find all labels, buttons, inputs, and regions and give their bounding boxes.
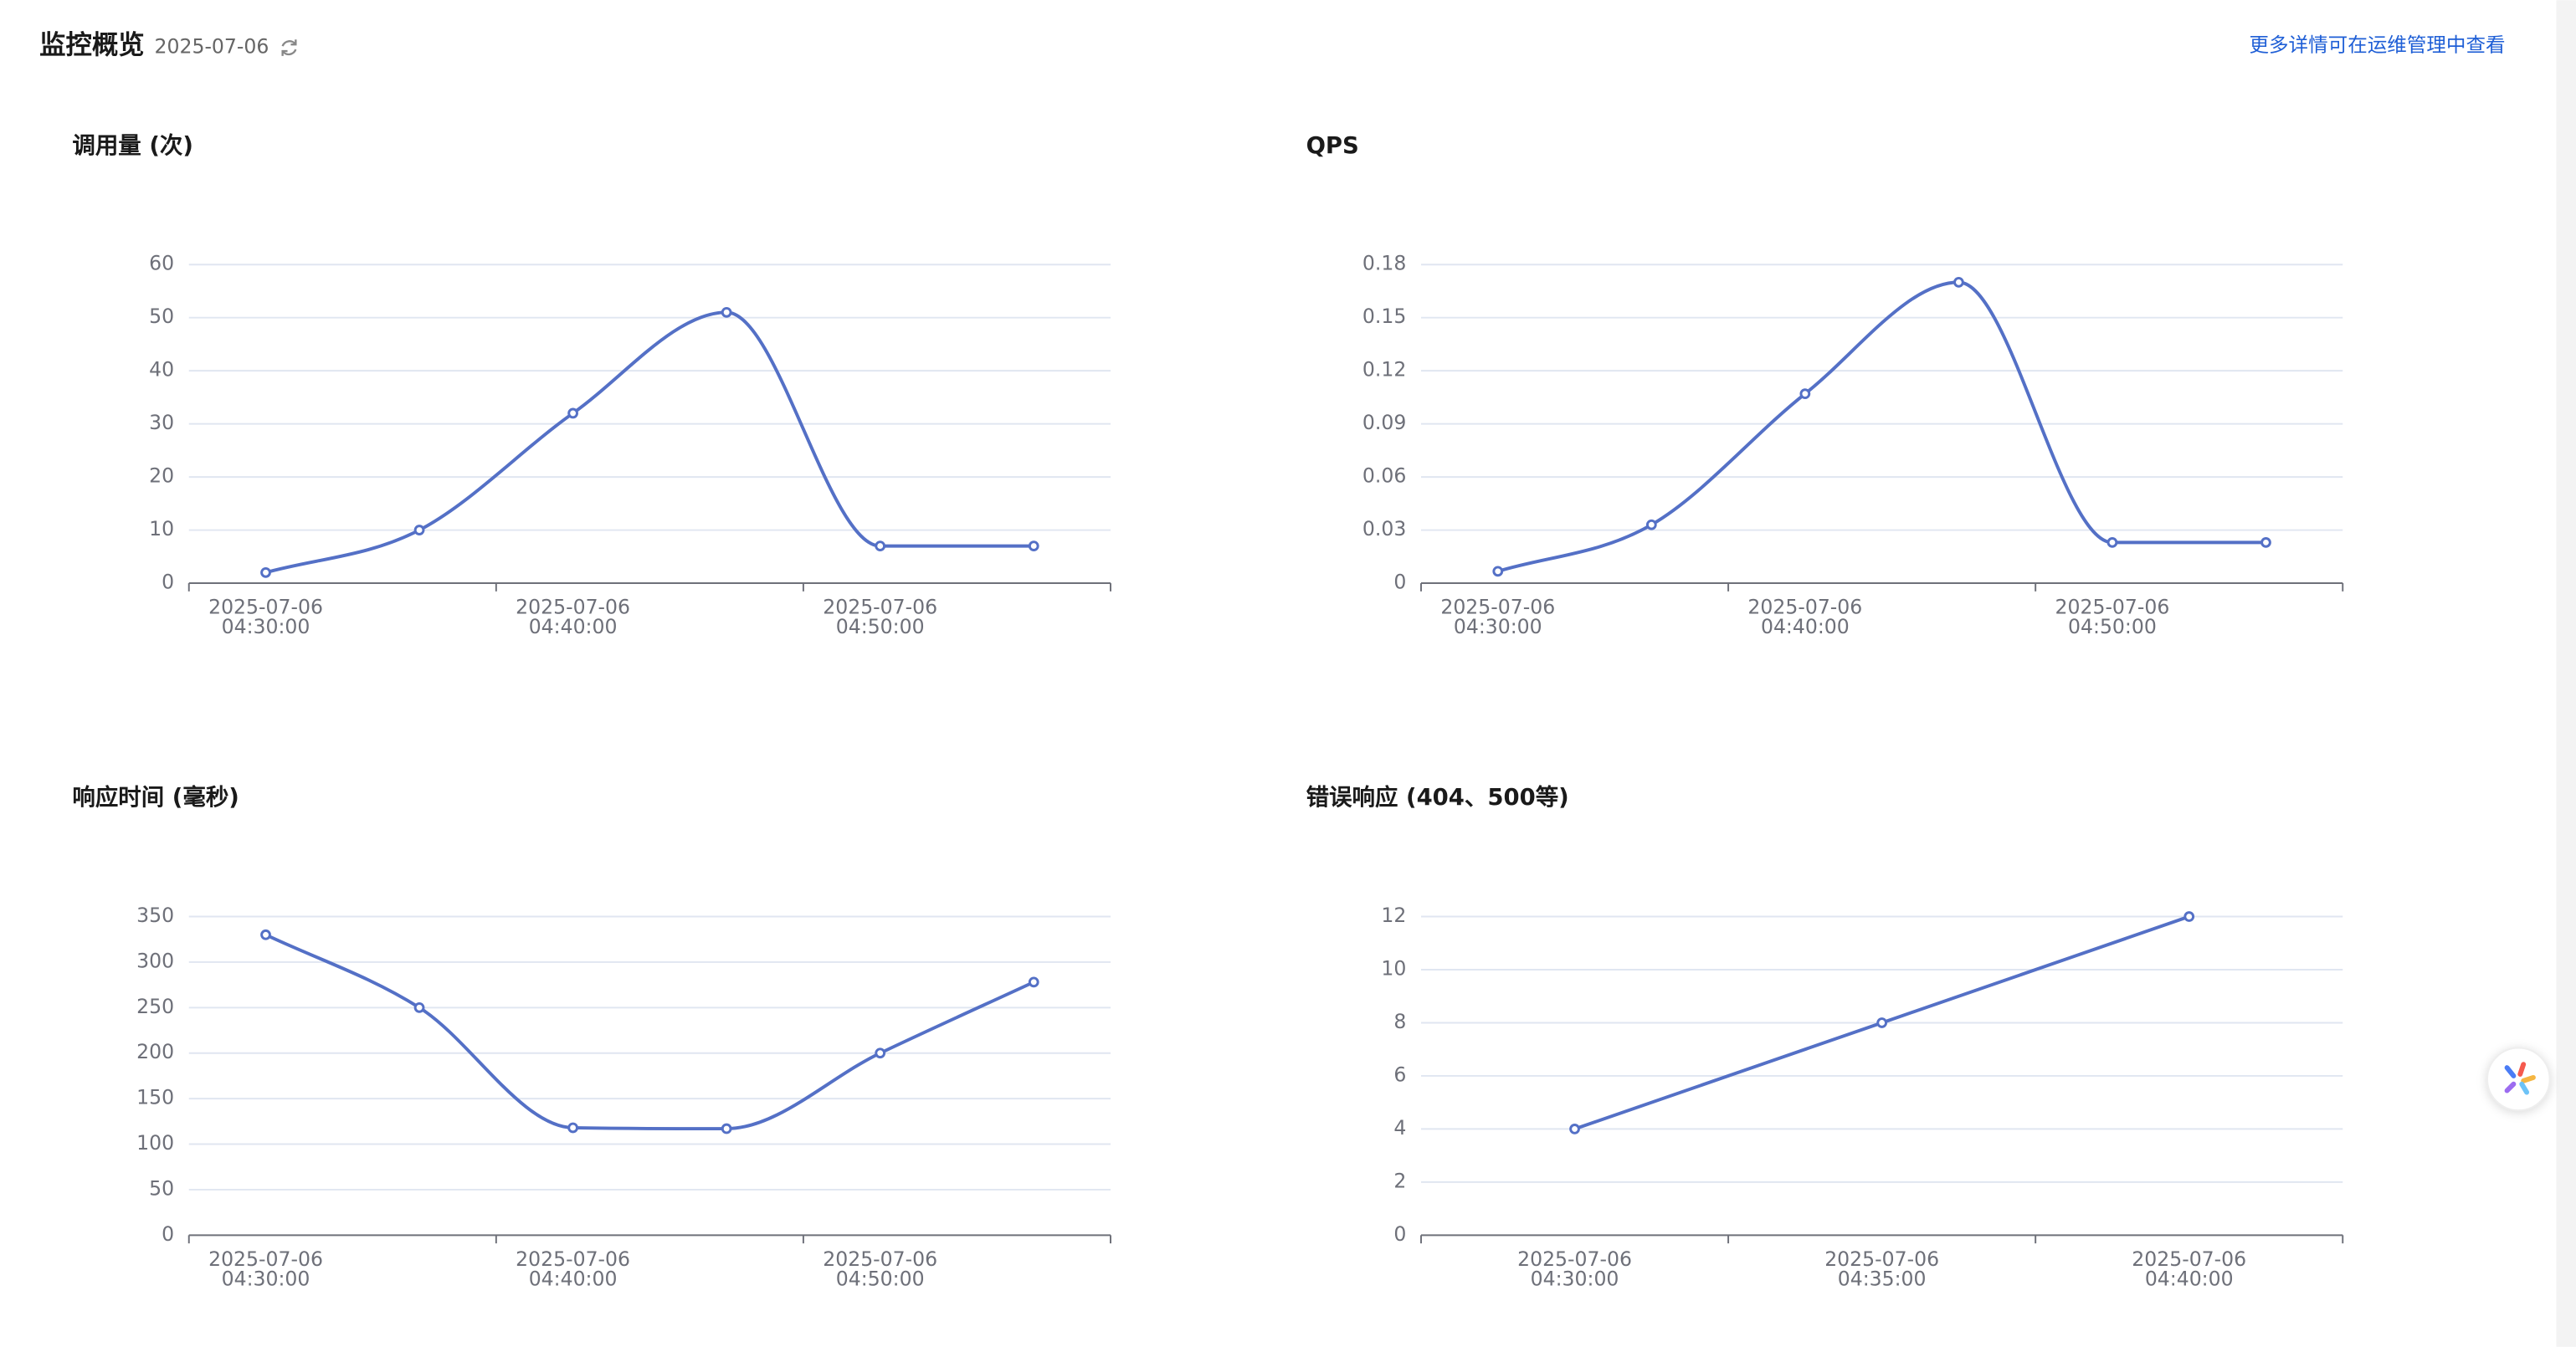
y-tick-label: 10	[149, 517, 174, 540]
y-tick-label: 0	[1393, 571, 1406, 594]
x-tick-label: 2025-07-06 04:30:00	[208, 1247, 323, 1290]
x-tick-label: 2025-07-06 04:40:00	[2132, 1247, 2246, 1290]
x-tick-label: 2025-07-06 04:40:00	[516, 595, 630, 638]
y-tick-label: 40	[149, 358, 174, 382]
data-point	[1492, 566, 1504, 577]
data-point	[875, 540, 886, 551]
x-tick-label: 2025-07-06 04:30:00	[208, 595, 323, 638]
date: 2025-07-06	[155, 35, 269, 59]
y-tick-label: 0	[162, 1222, 174, 1246]
data-point	[567, 1122, 578, 1134]
y-tick-label: 0	[162, 571, 174, 594]
data-point	[721, 306, 732, 318]
y-tick-label: 0	[1393, 1222, 1406, 1246]
y-tick-label: 20	[149, 464, 174, 488]
data-point	[260, 929, 271, 940]
y-tick-label: 10	[1381, 956, 1406, 980]
y-tick-label: 0.06	[1362, 464, 1406, 488]
x-tick-label: 2025-07-06 04:40:00	[1747, 595, 1862, 638]
y-tick-label: 350	[136, 904, 174, 927]
chart-title: 错误响应 (404、500等)	[1306, 784, 1569, 811]
series-line	[264, 310, 1034, 575]
y-tick-label: 6	[1393, 1063, 1406, 1086]
y-tick-label: 0.12	[1362, 358, 1406, 382]
y-tick-label: 100	[136, 1131, 174, 1155]
x-tick-label: 2025-07-06 04:50:00	[823, 595, 937, 638]
scrollbar	[2556, 0, 2576, 1347]
y-tick-label: 50	[149, 305, 174, 328]
x-tick-label: 2025-07-06 04:40:00	[516, 1247, 630, 1290]
data-point	[875, 1047, 886, 1059]
y-tick-label: 30	[149, 411, 174, 434]
data-point	[2260, 536, 2271, 548]
data-point	[1569, 1124, 1580, 1134]
x-tick-label: 2025-07-06 04:50:00	[823, 1247, 937, 1290]
chart-title: 调用量 (次)	[72, 132, 193, 159]
y-tick-label: 300	[136, 949, 174, 972]
data-point	[2183, 911, 2195, 922]
data-point	[1953, 276, 1964, 288]
data-point	[1028, 540, 1039, 551]
y-tick-label: 2	[1393, 1169, 1406, 1192]
chart-title: QPS	[1306, 132, 1359, 159]
data-point	[721, 1123, 732, 1134]
y-tick-label: 4	[1393, 1116, 1406, 1140]
y-tick-label: 250	[136, 995, 174, 1018]
assistant-button[interactable]	[2486, 1047, 2551, 1112]
series-line	[1497, 280, 2266, 573]
series-line	[264, 933, 1035, 1131]
x-tick-label: 2025-07-06 04:30:00	[1440, 595, 1555, 638]
x-tick-label: 2025-07-06 04:50:00	[2055, 595, 2170, 638]
data-point	[1645, 519, 1657, 530]
y-tick-label: 50	[149, 1176, 174, 1200]
data-point	[413, 525, 425, 535]
y-tick-label: 200	[136, 1040, 174, 1063]
data-point	[1028, 976, 1039, 988]
data-point	[1876, 1017, 1888, 1028]
y-tick-label: 60	[149, 252, 174, 275]
chart-title: 响应时间 (毫秒)	[72, 784, 239, 811]
page-title: 监控概览	[39, 30, 145, 60]
data-point	[260, 566, 271, 578]
data-point	[413, 1001, 425, 1013]
y-tick-label: 0.15	[1362, 305, 1406, 328]
details-link[interactable]: 更多详情可在运维管理中查看	[2249, 33, 2505, 57]
y-tick-label: 150	[136, 1086, 174, 1109]
refresh-icon[interactable]	[281, 39, 297, 56]
x-tick-label: 2025-07-06 04:35:00	[1824, 1247, 1939, 1290]
x-tick-label: 2025-07-06 04:30:00	[1517, 1247, 1632, 1290]
y-tick-label: 0.03	[1362, 517, 1406, 540]
y-tick-label: 8	[1393, 1010, 1406, 1033]
data-point	[1799, 388, 1811, 400]
y-tick-label: 0.09	[1362, 411, 1406, 434]
y-tick-label: 12	[1381, 904, 1406, 927]
data-point	[567, 407, 578, 419]
data-point	[2106, 536, 2118, 548]
y-tick-label: 0.18	[1362, 252, 1406, 275]
